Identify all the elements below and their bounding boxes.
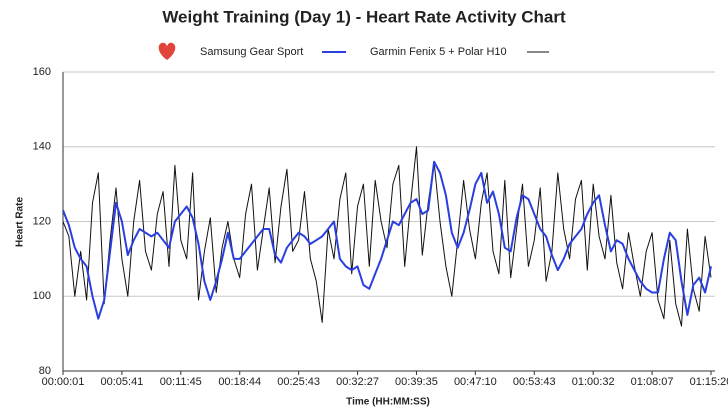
x-tick-label: 01:08:07 bbox=[631, 376, 674, 388]
legend-label: Garmin Fenix 5 + Polar H10 bbox=[370, 46, 507, 58]
legend-label: Samsung Gear Sport bbox=[200, 46, 303, 58]
x-tick-label: 00:53:43 bbox=[513, 376, 556, 388]
y-axis-title: Heart Rate bbox=[15, 197, 26, 247]
heart-icon bbox=[158, 42, 176, 60]
x-axis-title: Time (HH:MM:SS) bbox=[346, 397, 430, 408]
y-tick-label: 80 bbox=[39, 365, 51, 377]
x-tick-label: 01:15:20 bbox=[690, 376, 728, 388]
y-tick-label: 120 bbox=[33, 215, 51, 227]
x-tick-label: 00:11:45 bbox=[160, 376, 202, 388]
x-tick-label: 00:05:41 bbox=[100, 376, 143, 388]
x-tick-label: 01:00:32 bbox=[572, 376, 615, 388]
x-tick-label: 00:18:44 bbox=[218, 376, 261, 388]
y-tick-label: 140 bbox=[33, 141, 51, 153]
y-tick-label: 160 bbox=[33, 66, 51, 78]
series-line bbox=[62, 160, 712, 320]
x-tick-label: 00:47:10 bbox=[454, 376, 497, 388]
x-tick-label: 00:00:01 bbox=[42, 376, 85, 388]
x-tick-label: 00:39:35 bbox=[395, 376, 438, 388]
chart-title: Weight Training (Day 1) - Heart Rate Act… bbox=[162, 7, 566, 26]
x-tick-label: 00:32:27 bbox=[336, 376, 379, 388]
y-tick-label: 100 bbox=[33, 290, 51, 302]
x-tick-label: 00:25:43 bbox=[277, 376, 320, 388]
series-line bbox=[62, 146, 712, 327]
